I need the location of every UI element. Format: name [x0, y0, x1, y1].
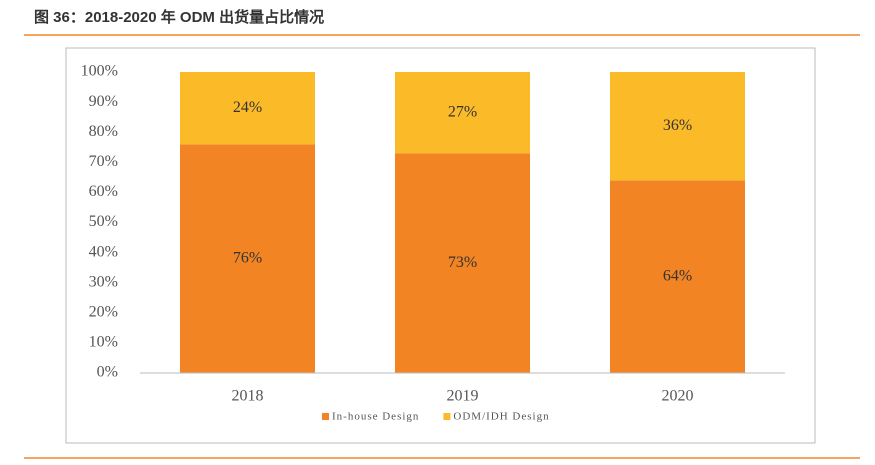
y-tick-label: 50% [89, 213, 118, 230]
y-tick-label: 90% [89, 93, 118, 110]
x-tick-label: 2019 [447, 388, 479, 405]
y-tick-label: 0% [97, 364, 118, 381]
bar-segment [610, 72, 745, 181]
chart-frame [65, 47, 816, 444]
x-tick-label: 2018 [232, 388, 264, 405]
value-label: 73% [448, 254, 477, 271]
y-tick-label: 40% [89, 243, 118, 260]
y-tick-label: 80% [89, 123, 118, 140]
y-tick-label: 30% [89, 273, 118, 290]
bar-segment [180, 144, 315, 373]
y-tick-label: 100% [81, 63, 118, 80]
bar-segment [180, 72, 315, 145]
legend-swatch [322, 413, 329, 420]
legend-swatch [443, 413, 451, 420]
bar-segment [395, 72, 530, 154]
value-label: 76% [233, 249, 262, 266]
legend-label: In-house Design [332, 411, 419, 423]
x-tick-label: 2020 [662, 388, 694, 405]
y-tick-label: 10% [89, 334, 118, 351]
value-label: 27% [448, 103, 477, 120]
value-label: 64% [663, 267, 692, 284]
bar-segment [395, 153, 530, 373]
value-label: 24% [233, 99, 262, 116]
chart-title: 图 36：2018-2020 年 ODM 出货量占比情况 [34, 8, 324, 26]
value-label: 36% [663, 117, 692, 134]
y-tick-label: 20% [89, 303, 118, 320]
legend-label: ODM/IDH Design [453, 411, 549, 423]
y-tick-label: 70% [89, 153, 118, 170]
bar-segment [610, 180, 745, 373]
y-tick-label: 60% [89, 183, 118, 200]
